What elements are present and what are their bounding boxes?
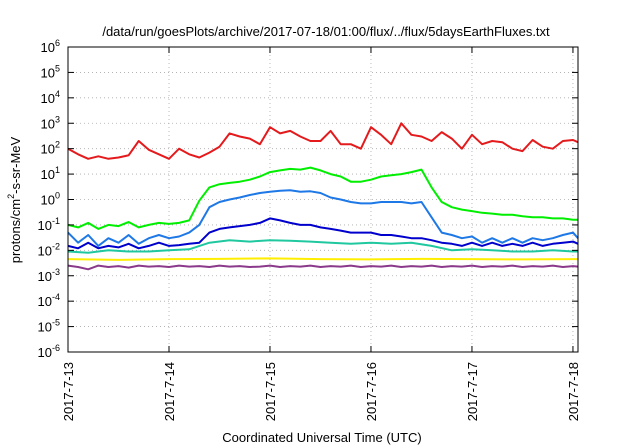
y-axis-label: protons/cm2-s-sr-MeV [6,136,23,263]
y-tick-label: 10-3 [38,267,60,284]
y-tick-label: 100 [41,191,60,208]
y-tick-exponent: -6 [52,343,60,353]
x-tick-label: 2017-7-17 [465,362,480,421]
x-tick-label: 2017-7-16 [364,362,379,421]
y-tick-label: 103 [41,114,60,131]
y-tick-exponent: 2 [55,140,60,150]
y-tick-base: 10 [41,91,55,106]
x-axis: 2017-7-13 2017-7-14 2017-7-15 2017-7-16 2017… [61,47,581,421]
chart-title: /data/run/goesPlots/archive/2017-07-18/0… [102,24,550,39]
y-tick-label: 10-2 [38,241,60,258]
y-tick-label: 102 [41,140,60,157]
y-tick-base: 10 [41,167,55,182]
y-tick-base: 10 [41,193,55,208]
y-tick-base: 10 [38,294,52,309]
y-tick-base: 10 [41,40,55,55]
y-tick-base: 10 [41,65,55,80]
y-tick-exponent: 6 [55,38,60,48]
y-axis-label-rest: -s-sr-MeV [8,136,23,193]
x-tick-label: 2017-7-15 [263,362,278,421]
y-tick-exponent: -1 [52,216,60,226]
y-tick-label: 10-1 [38,216,60,233]
series-line-6 [67,257,578,261]
series-line-3 [67,189,579,247]
y-tick-base: 10 [38,269,52,284]
y-tick-exponent: 5 [55,63,60,73]
x-tick-label: 2017-7-18 [566,362,581,421]
series-line-7 [67,264,579,271]
y-tick-label: 10-5 [38,318,60,335]
y-tick-label: 105 [41,63,60,80]
y-tick-exponent: -5 [52,318,60,328]
x-axis-label: Coordinated Universal Time (UTC) [222,430,421,445]
y-tick-base: 10 [38,345,52,360]
y-tick-base: 10 [38,218,52,233]
y-axis-label-sup: 2 [6,194,16,199]
y-tick-label: 101 [41,165,60,182]
y-tick-exponent: 0 [55,191,60,201]
series-line-4 [67,217,579,250]
y-tick-label: 104 [41,89,60,106]
y-tick-label: 10-6 [38,343,60,360]
series-layer [67,122,579,271]
series-line-5 [67,239,578,254]
y-tick-exponent: -3 [52,267,60,277]
y-tick-exponent: 3 [55,114,60,124]
y-tick-base: 10 [38,243,52,258]
series-line-2 [67,166,578,230]
y-axis-label-base: protons/cm [8,199,23,263]
y-tick-exponent: 4 [55,89,60,99]
x-tick-label: 2017-7-13 [61,362,76,421]
x-tick-label: 2017-7-14 [162,362,177,421]
series-line-1 [67,122,579,160]
y-tick-label: 10-4 [38,292,60,309]
y-tick-exponent: -4 [52,292,60,302]
y-tick-base: 10 [41,116,55,131]
grid-lines [68,47,578,352]
y-tick-base: 10 [41,142,55,157]
y-tick-exponent: -2 [52,241,60,251]
y-tick-base: 10 [38,320,52,335]
y-axis: 10-610-510-410-310-210-11001011021031041… [38,38,578,360]
y-tick-exponent: 1 [55,165,60,175]
y-tick-label: 106 [41,38,60,55]
